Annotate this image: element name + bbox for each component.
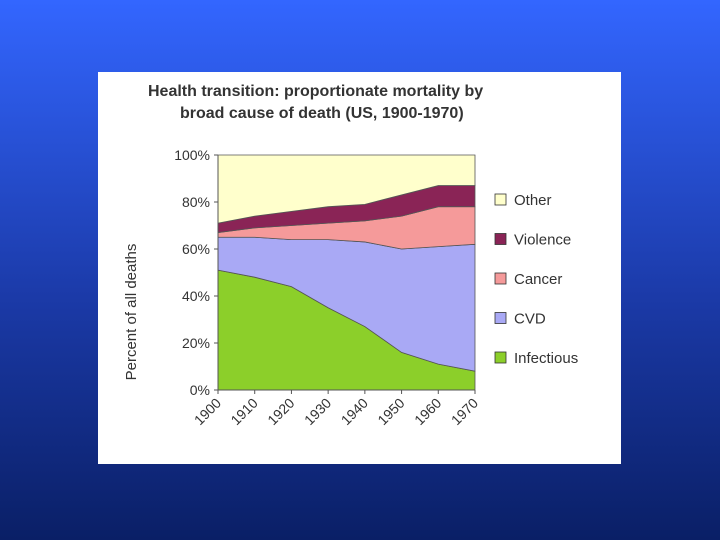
legend-label-violence: Violence xyxy=(514,232,571,249)
y-tick-label: 0% xyxy=(190,382,210,398)
y-tick-label: 100% xyxy=(174,147,210,163)
y-axis-label: Percent of all deaths xyxy=(123,244,140,381)
chart-title-line-1: Health transition: proportionate mortali… xyxy=(148,83,483,100)
y-tick-label: 20% xyxy=(182,335,210,351)
x-tick-label: 1910 xyxy=(227,395,260,428)
legend-label-infectious: Infectious xyxy=(514,350,578,367)
y-tick-label: 40% xyxy=(182,288,210,304)
areas-layer xyxy=(217,154,476,391)
legend-swatch-infectious xyxy=(494,351,507,364)
y-tick-label: 80% xyxy=(182,194,210,210)
chart-title-line-2: broad cause of death (US, 1900-1970) xyxy=(180,105,464,122)
legend-swatch-other xyxy=(494,193,507,206)
x-tick-label: 1970 xyxy=(448,395,481,428)
y-tick-label: 60% xyxy=(182,241,210,257)
legend: Other Violence Cancer CVD Infectious xyxy=(494,192,578,367)
x-tick-label: 1950 xyxy=(374,395,407,428)
legend-label-other: Other xyxy=(514,192,552,209)
legend-label-cvd: CVD xyxy=(514,311,546,328)
x-tick-label: 1930 xyxy=(301,395,334,428)
legend-swatch-cancer xyxy=(494,272,507,285)
x-tick-label: 1920 xyxy=(264,395,297,428)
chart-card: Health transition: proportionate mortali… xyxy=(98,72,621,464)
legend-label-cancer: Cancer xyxy=(514,271,562,288)
legend-swatch-violence xyxy=(494,233,507,245)
x-tick-label: 1960 xyxy=(411,395,444,428)
x-tick-label: 1900 xyxy=(191,395,224,428)
x-tick-label: 1940 xyxy=(338,395,371,428)
legend-swatch-cvd xyxy=(494,312,507,324)
axes-layer xyxy=(217,155,475,391)
area-other xyxy=(217,154,476,224)
chart: Health transition: proportionate mortali… xyxy=(123,83,578,428)
